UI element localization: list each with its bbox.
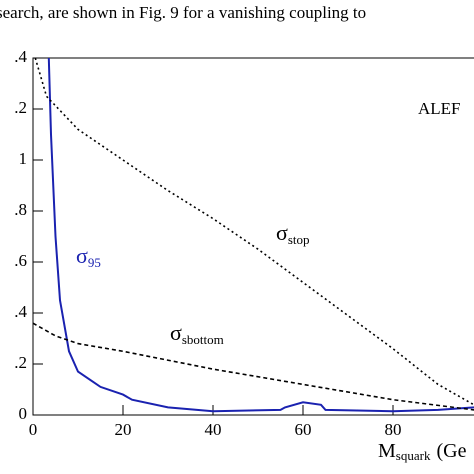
series-line xyxy=(47,57,474,413)
y-tick-label: .8 xyxy=(14,200,27,219)
x-tick-label: 60 xyxy=(295,420,312,439)
x-label-sub: squark xyxy=(396,448,431,463)
body-text: search, are shown in Fig. 9 for a vanish… xyxy=(0,3,366,22)
experiment-label: ALEF xyxy=(418,99,461,118)
series-line xyxy=(34,57,474,406)
series-label-sub: sbottom xyxy=(182,332,224,347)
y-tick-label: .2 xyxy=(14,98,27,117)
x-label-rest: (Ge xyxy=(436,440,466,462)
y-tick-label: .4 xyxy=(14,47,27,66)
series-label-symbol: σ xyxy=(76,243,88,268)
x-axis-label: Msquark (Ge xyxy=(378,440,467,463)
plot-frame xyxy=(32,57,474,416)
x-tick-label: 0 xyxy=(29,420,38,439)
series-label: σ95 xyxy=(76,243,101,270)
x-label-main: M xyxy=(378,440,396,462)
series-label: σsbottom xyxy=(170,320,224,347)
x-tick-label: 40 xyxy=(205,420,222,439)
x-tick-label: 20 xyxy=(115,420,132,439)
y-tick-label: .2 xyxy=(14,353,27,372)
y-tick-label: .4 xyxy=(14,302,27,321)
series-label-symbol: σ xyxy=(276,220,288,245)
y-tick-label: 1 xyxy=(19,149,28,168)
x-tick-label: 80 xyxy=(385,420,402,439)
series-label-sub: stop xyxy=(288,232,310,247)
y-tick-label: .6 xyxy=(14,251,27,270)
series-line xyxy=(32,322,474,411)
series-label-sub: 95 xyxy=(88,255,101,270)
y-tick-label: 0 xyxy=(19,404,28,423)
series-label: σstop xyxy=(276,220,310,247)
series-label-symbol: σ xyxy=(170,320,182,345)
